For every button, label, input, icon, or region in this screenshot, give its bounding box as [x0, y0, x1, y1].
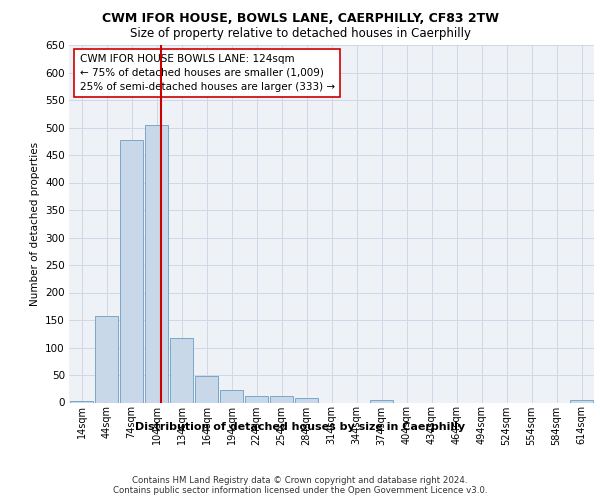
- Bar: [370, 400, 394, 402]
- Bar: [295, 398, 319, 402]
- Bar: [145, 126, 169, 402]
- Text: Distribution of detached houses by size in Caerphilly: Distribution of detached houses by size …: [135, 422, 465, 432]
- Y-axis label: Number of detached properties: Number of detached properties: [29, 142, 40, 306]
- Text: Contains HM Land Registry data © Crown copyright and database right 2024.: Contains HM Land Registry data © Crown c…: [132, 476, 468, 485]
- Bar: [569, 400, 593, 402]
- Bar: [269, 396, 293, 402]
- Bar: [194, 376, 218, 402]
- Bar: [220, 390, 244, 402]
- Bar: [170, 338, 193, 402]
- Text: CWM IFOR HOUSE, BOWLS LANE, CAERPHILLY, CF83 2TW: CWM IFOR HOUSE, BOWLS LANE, CAERPHILLY, …: [101, 12, 499, 26]
- Text: Contains public sector information licensed under the Open Government Licence v3: Contains public sector information licen…: [113, 486, 487, 495]
- Text: CWM IFOR HOUSE BOWLS LANE: 124sqm
← 75% of detached houses are smaller (1,009)
2: CWM IFOR HOUSE BOWLS LANE: 124sqm ← 75% …: [79, 54, 335, 92]
- Bar: [119, 140, 143, 402]
- Bar: [95, 316, 118, 402]
- Bar: [70, 401, 94, 402]
- Text: Size of property relative to detached houses in Caerphilly: Size of property relative to detached ho…: [130, 28, 470, 40]
- Bar: [245, 396, 268, 402]
